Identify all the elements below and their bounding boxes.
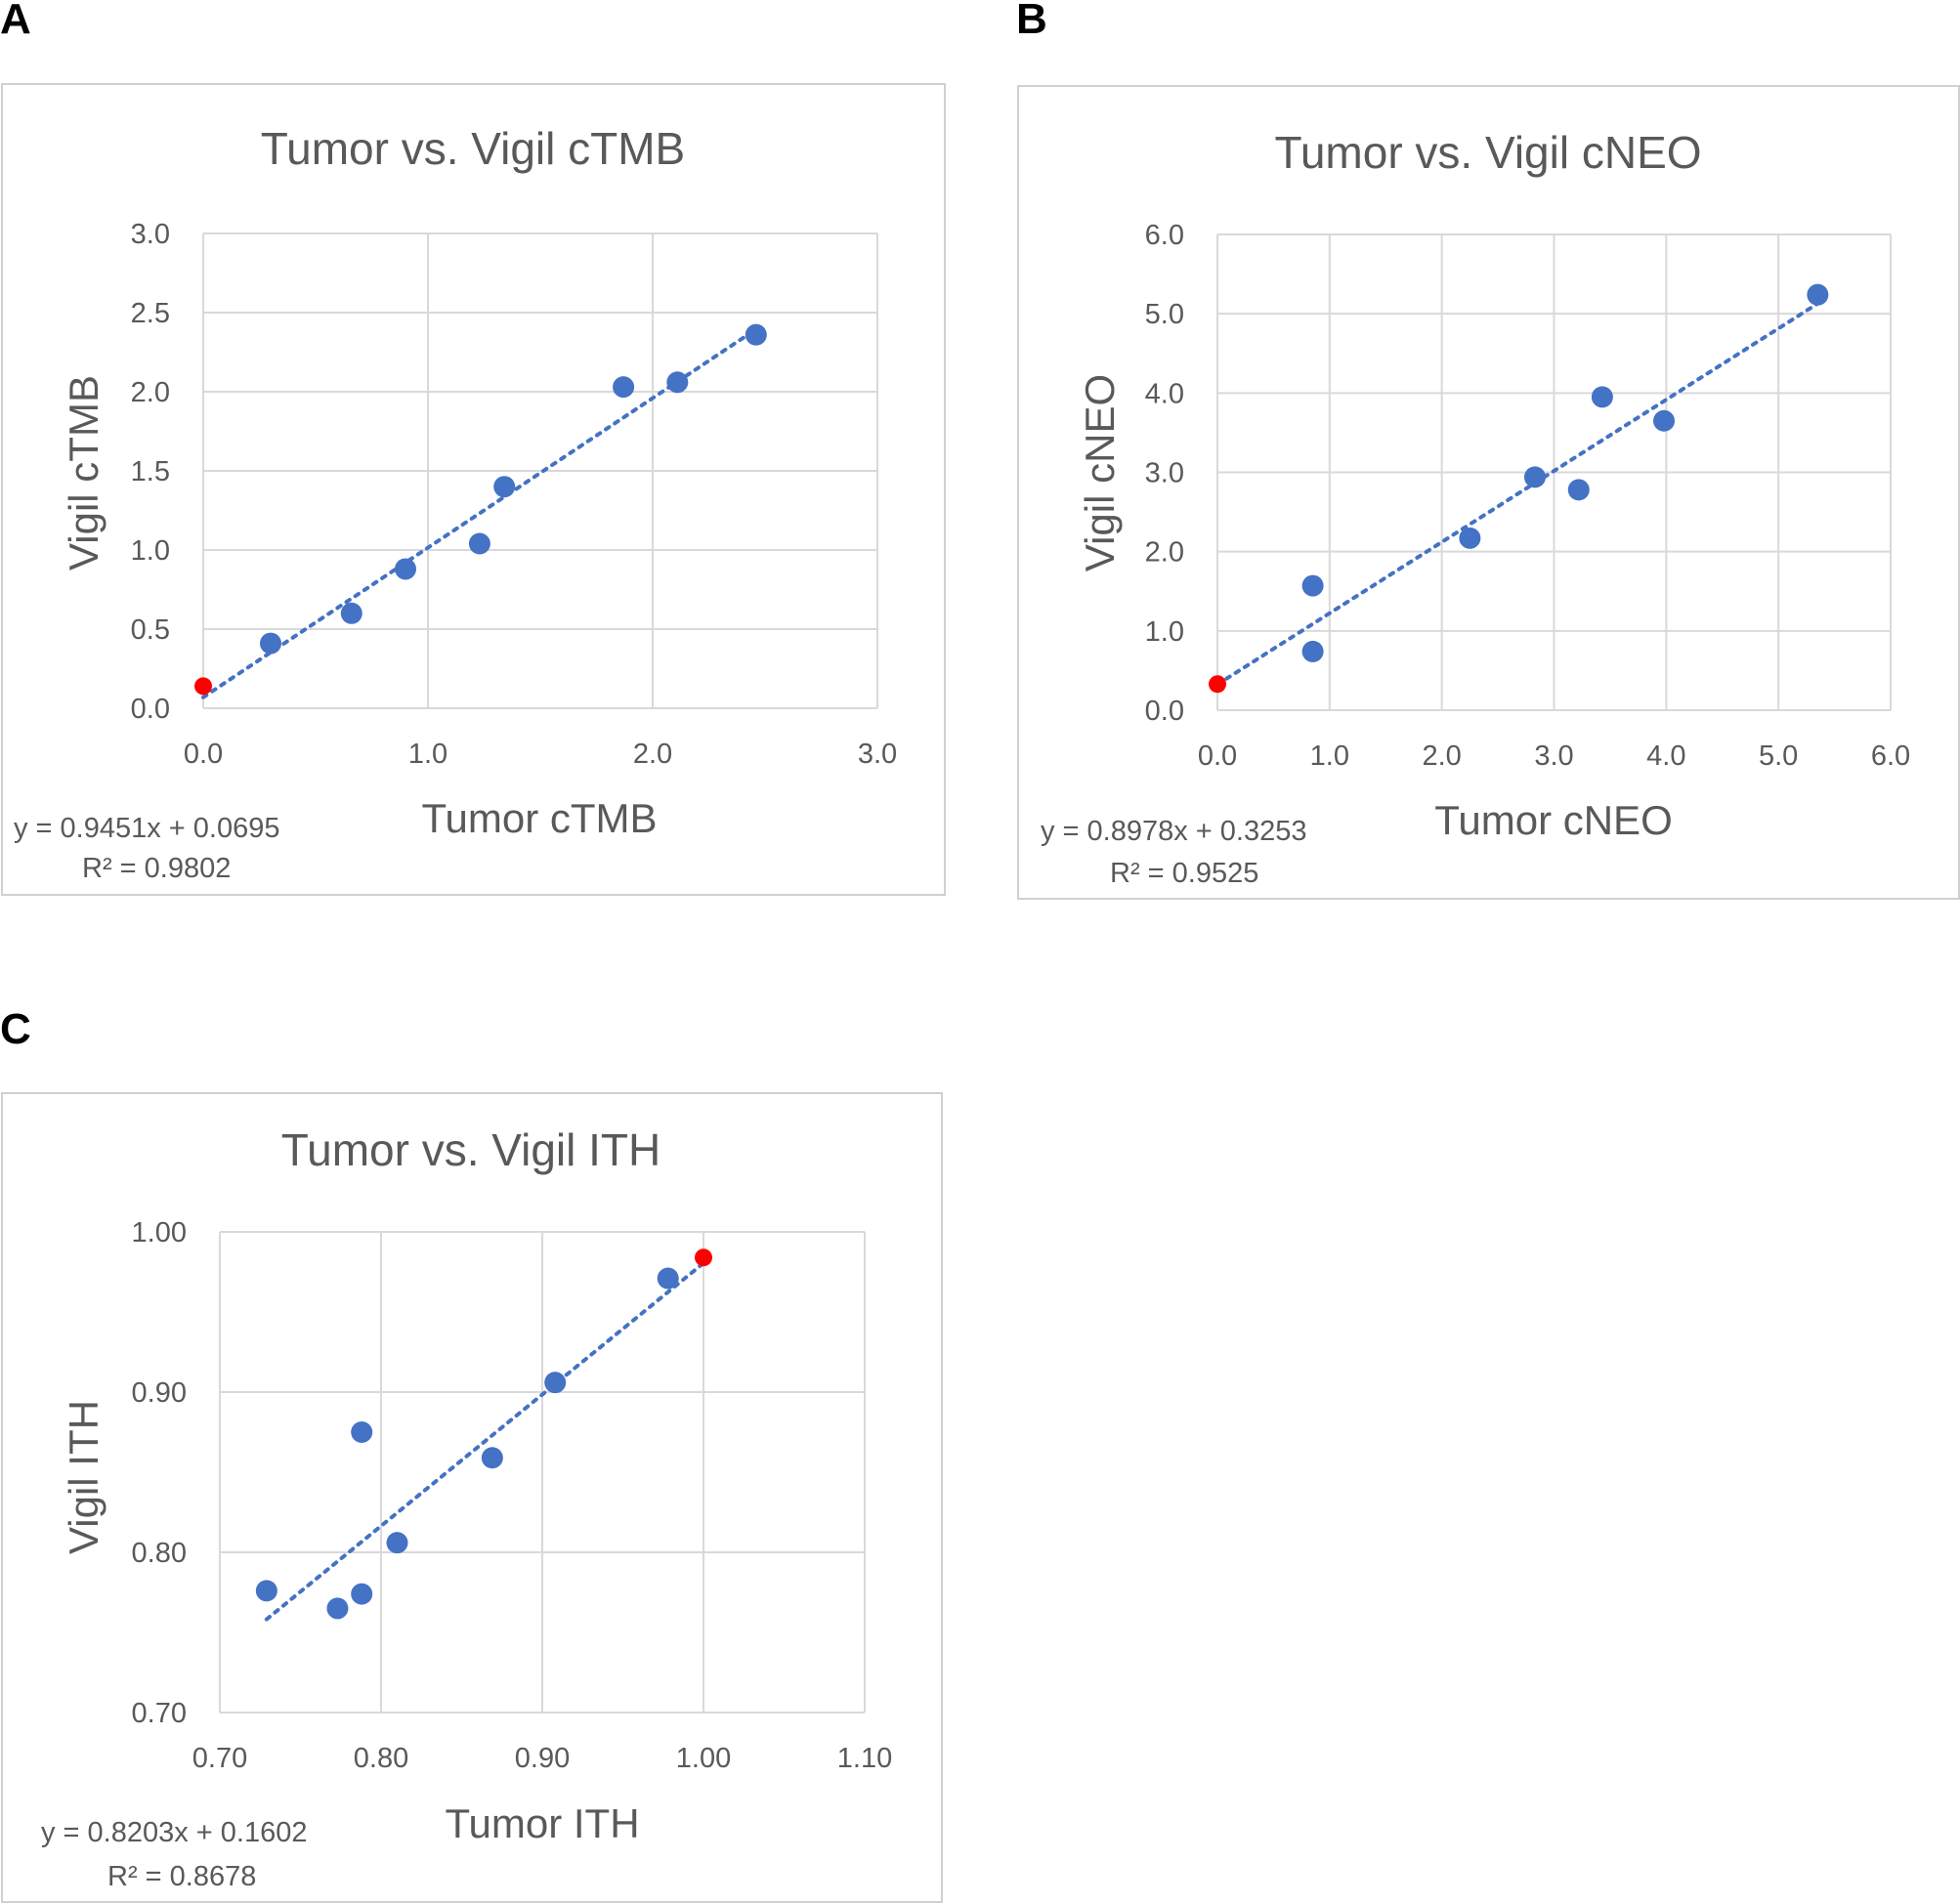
data-point bbox=[1301, 574, 1324, 597]
x-tick-label: 3.0 bbox=[858, 739, 897, 770]
panel-letter-b: B bbox=[1016, 0, 1047, 43]
trendline bbox=[1215, 301, 1820, 687]
data-point bbox=[1591, 386, 1613, 408]
y-tick-label: 2.0 bbox=[131, 377, 170, 408]
y-tick-label: 1.00 bbox=[132, 1217, 187, 1248]
panel-letter-a: A bbox=[0, 0, 31, 43]
x-tick-label: 2.0 bbox=[1423, 740, 1462, 772]
y-tick-label: 1.0 bbox=[131, 535, 170, 567]
y-axis-title: Vigil cTMB bbox=[61, 375, 107, 571]
x-tick-label: 0.0 bbox=[1198, 740, 1237, 772]
trendline-equation: y = 0.9451x + 0.0695 bbox=[14, 813, 280, 844]
data-point bbox=[386, 1532, 408, 1554]
y-tick-label: 1.5 bbox=[131, 456, 170, 487]
chart-title: Tumor vs. Vigil cTMB bbox=[261, 123, 686, 174]
x-tick-label: 1.00 bbox=[676, 1743, 731, 1774]
x-tick-label: 0.90 bbox=[515, 1743, 570, 1774]
x-tick-label: 4.0 bbox=[1646, 740, 1685, 772]
x-tick-label: 1.10 bbox=[837, 1743, 892, 1774]
x-tick-label: 5.0 bbox=[1759, 740, 1798, 772]
y-tick-label: 3.0 bbox=[131, 219, 170, 250]
x-tick-label: 1.0 bbox=[408, 739, 447, 770]
trendline-equation: y = 0.8978x + 0.3253 bbox=[1041, 816, 1307, 847]
data-point bbox=[657, 1267, 679, 1290]
data-point bbox=[745, 323, 767, 346]
chart-title: Tumor vs. Vigil ITH bbox=[281, 1124, 661, 1175]
x-axis-title: Tumor cNEO bbox=[1434, 797, 1672, 843]
highlight-point bbox=[695, 1248, 712, 1267]
data-point bbox=[468, 532, 490, 555]
x-tick-label: 2.0 bbox=[633, 739, 672, 770]
x-tick-label: 0.80 bbox=[354, 1743, 408, 1774]
y-tick-label: 0.80 bbox=[132, 1538, 187, 1569]
y-tick-label: 0.5 bbox=[131, 614, 170, 646]
y-tick-label: 0.0 bbox=[131, 694, 170, 725]
y-tick-label: 0.0 bbox=[1145, 696, 1184, 727]
x-tick-label: 1.0 bbox=[1310, 740, 1349, 772]
panel-letter-c: C bbox=[0, 1005, 31, 1053]
highlight-point bbox=[194, 677, 212, 696]
y-tick-label: 6.0 bbox=[1145, 220, 1184, 251]
chart-frame bbox=[1, 1092, 943, 1903]
data-point bbox=[326, 1597, 349, 1620]
data-point bbox=[666, 371, 689, 394]
data-point bbox=[1301, 640, 1324, 662]
chart-panel-b: Tumor vs. Vigil cNEO Tumor cNEO Vigil cN… bbox=[1017, 85, 1960, 900]
data-point bbox=[1807, 283, 1829, 306]
y-tick-label: 1.0 bbox=[1145, 616, 1184, 648]
y-axis-title: Vigil cNEO bbox=[1077, 374, 1123, 571]
y-tick-label: 2.0 bbox=[1145, 537, 1184, 569]
data-point bbox=[260, 632, 281, 655]
x-tick-label: 0.0 bbox=[184, 739, 223, 770]
y-tick-label: 2.5 bbox=[131, 298, 170, 329]
data-point bbox=[544, 1372, 567, 1394]
chart-title: Tumor vs. Vigil cNEO bbox=[1274, 127, 1701, 178]
chart-panel-c: Tumor vs. Vigil ITH Tumor ITH Vigil ITH … bbox=[1, 1092, 943, 1903]
y-tick-label: 0.90 bbox=[132, 1377, 187, 1409]
data-point bbox=[351, 1583, 373, 1605]
trendline-r2: R² = 0.9802 bbox=[82, 853, 231, 884]
chart-panel-a: Tumor vs. Vigil cTMB Tumor cTMB Vigil cT… bbox=[1, 83, 946, 896]
trendline bbox=[264, 1260, 705, 1622]
plot-area bbox=[1216, 233, 1892, 711]
trendline-r2: R² = 0.8678 bbox=[107, 1861, 256, 1892]
data-point bbox=[493, 476, 516, 498]
y-tick-label: 4.0 bbox=[1145, 378, 1184, 409]
data-point bbox=[1459, 527, 1481, 549]
data-point bbox=[255, 1580, 277, 1602]
y-tick-label: 3.0 bbox=[1145, 458, 1184, 489]
data-point bbox=[351, 1421, 373, 1443]
y-axis-title: Vigil ITH bbox=[61, 1400, 107, 1554]
trendline-r2: R² = 0.9525 bbox=[1110, 858, 1258, 889]
data-point bbox=[340, 602, 362, 624]
data-point bbox=[613, 376, 635, 399]
x-axis-title: Tumor ITH bbox=[445, 1800, 639, 1846]
x-axis-title: Tumor cTMB bbox=[421, 795, 657, 841]
x-tick-label: 0.70 bbox=[192, 1743, 247, 1774]
chart-frame bbox=[1017, 85, 1960, 900]
data-point bbox=[1523, 466, 1546, 488]
chart-frame bbox=[1, 83, 946, 896]
y-tick-label: 0.70 bbox=[132, 1698, 187, 1729]
data-point bbox=[395, 558, 416, 580]
y-tick-label: 5.0 bbox=[1145, 299, 1184, 330]
highlight-point bbox=[1209, 675, 1226, 694]
x-tick-label: 6.0 bbox=[1871, 740, 1910, 772]
x-tick-label: 3.0 bbox=[1534, 740, 1573, 772]
data-point bbox=[1567, 479, 1590, 501]
trendline bbox=[201, 327, 758, 699]
trendline-equation: y = 0.8203x + 0.1602 bbox=[41, 1817, 308, 1848]
plot-area bbox=[202, 233, 878, 709]
data-point bbox=[1653, 409, 1676, 432]
data-point bbox=[481, 1447, 503, 1469]
